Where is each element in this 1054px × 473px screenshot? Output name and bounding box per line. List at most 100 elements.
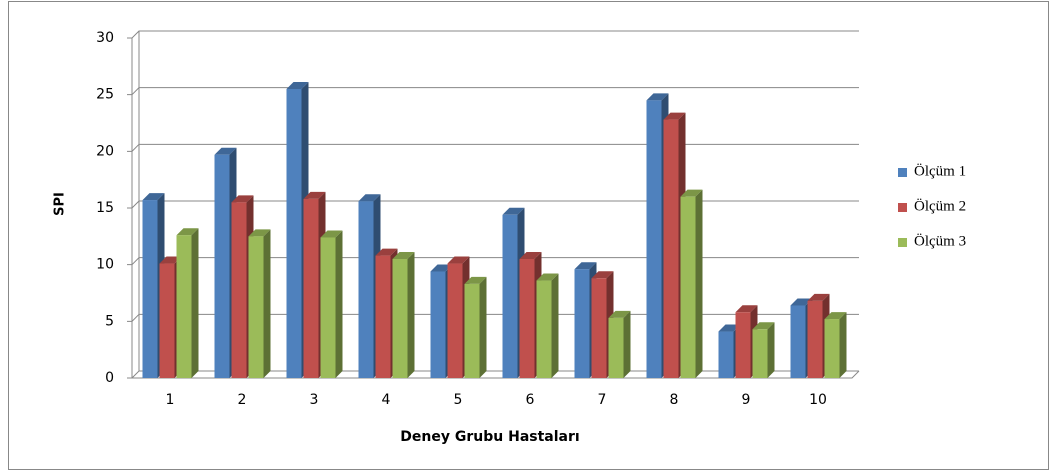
bar-front [790, 305, 806, 378]
x-tick-label: 4 [382, 392, 391, 408]
grid-line [127, 257, 859, 266]
bar-side [335, 230, 343, 378]
bar-top [286, 82, 309, 89]
y-tick-label: 20 [96, 143, 114, 159]
y-tick-label: 30 [96, 30, 114, 46]
bar-side [623, 310, 631, 378]
bar-top [735, 305, 758, 313]
bar-front [358, 201, 374, 378]
bar-front [752, 329, 768, 378]
x-tick-label: 9 [742, 392, 751, 408]
bar-front [430, 271, 446, 378]
bar-top [663, 112, 686, 120]
bar [248, 229, 271, 378]
bar-front [159, 263, 175, 378]
bar [536, 273, 559, 378]
bar-front [303, 198, 319, 378]
bar-top [646, 93, 669, 101]
bar-front [320, 237, 336, 378]
bar-side [551, 273, 559, 378]
bar-side [767, 322, 775, 378]
bar-top [464, 276, 487, 284]
legend-swatch [898, 203, 907, 212]
legend-label: Ölçüm 3 [914, 232, 966, 249]
x-axis-label: Deney Grubu Hastaları [400, 429, 579, 445]
bar-top [358, 194, 381, 202]
bar-front [447, 263, 463, 378]
bar-side [479, 276, 487, 378]
bar-top [176, 228, 199, 236]
grid-line [127, 200, 859, 209]
legend-label: Ölçüm 2 [914, 197, 966, 214]
bar-front [680, 196, 696, 378]
bar-top [519, 252, 542, 259]
bar [608, 310, 631, 378]
legend-swatch [898, 238, 907, 247]
bar [176, 228, 199, 378]
bar-front [519, 259, 535, 378]
bar-side [839, 312, 847, 378]
bar-front [718, 331, 734, 378]
bar-top [430, 264, 453, 272]
bar-front [646, 100, 662, 378]
grid-line [127, 30, 859, 39]
bar [752, 322, 775, 378]
bar-top [248, 229, 271, 237]
bar [392, 252, 415, 378]
bar-top [591, 271, 614, 279]
bar-top [824, 312, 847, 320]
bar-front [248, 236, 264, 378]
grid-line [127, 313, 859, 322]
bar-side [191, 228, 199, 378]
bar-top [502, 207, 525, 215]
bar-front [807, 300, 823, 378]
bar-top [142, 193, 165, 201]
y-tick-label: 25 [96, 87, 114, 103]
bar [320, 230, 343, 378]
bar [680, 189, 703, 378]
bar-front [392, 259, 408, 378]
legend-label: Ölçüm 1 [914, 162, 966, 179]
x-tick-label: 8 [670, 392, 679, 408]
bar-front [286, 89, 302, 378]
bar-top [752, 322, 775, 330]
x-tick-label: 1 [166, 392, 175, 408]
y-tick-label: 5 [105, 313, 114, 329]
x-tick-label: 6 [526, 392, 535, 408]
bar-side [407, 252, 415, 378]
bar-top [680, 189, 703, 197]
bar-front [663, 119, 679, 378]
bar-front [214, 154, 230, 378]
bar-front [502, 214, 518, 378]
bar-side [695, 189, 703, 378]
bar-front [735, 312, 751, 378]
bar [824, 312, 847, 378]
legend-swatch [898, 168, 907, 177]
bar-front [574, 269, 590, 378]
bar-top [447, 256, 470, 264]
grid-line [127, 87, 859, 96]
bar-top [159, 256, 182, 264]
bar-top [375, 248, 398, 256]
bar-front [824, 319, 840, 378]
bar-top [608, 310, 631, 318]
bar-front [591, 278, 607, 378]
bar-front [536, 280, 552, 378]
bar-top [718, 324, 741, 332]
bar-top [303, 191, 326, 199]
grid-line [127, 143, 859, 152]
grid-line [127, 370, 859, 379]
x-tick-label: 7 [598, 392, 607, 408]
bar-top [574, 262, 597, 270]
bar-front [464, 283, 480, 378]
bar-top [392, 252, 415, 259]
bar-front [176, 235, 192, 378]
bar-top [536, 273, 559, 281]
bar-front [231, 202, 247, 378]
y-tick-label: 15 [96, 200, 114, 216]
bar-top [807, 293, 830, 301]
bar-top [231, 195, 254, 203]
y-tick-label: 10 [96, 257, 114, 273]
x-tick-label: 3 [310, 392, 319, 408]
bar [464, 276, 487, 378]
